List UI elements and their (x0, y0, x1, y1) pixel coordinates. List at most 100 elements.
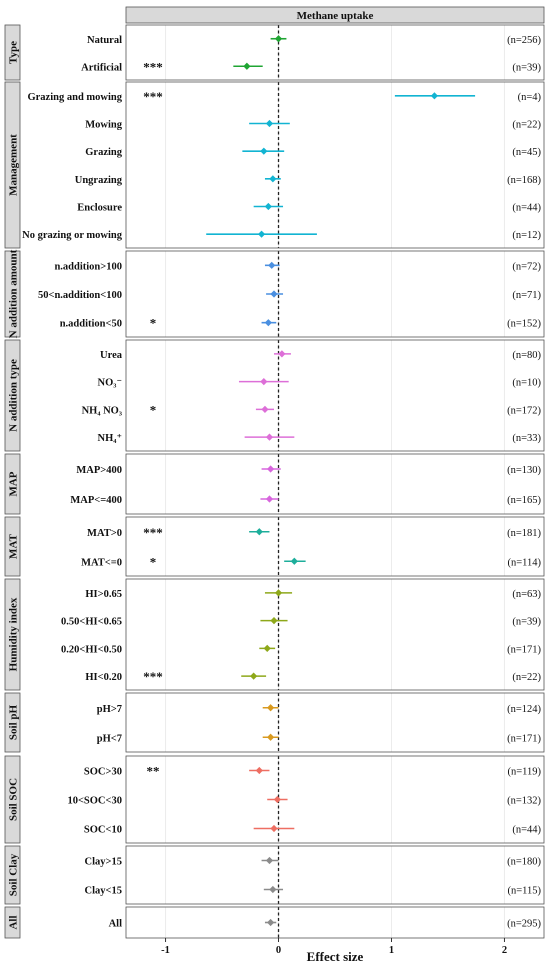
effect-size-point (273, 795, 281, 804)
effect-size-point (255, 766, 263, 775)
sample-size-label: (n=10) (512, 378, 541, 389)
forest-row: SOC<10 (n=44) (84, 825, 542, 836)
row-label: Mowing (85, 120, 123, 131)
sample-size-label: (n=39) (512, 62, 541, 73)
forest-row: Artificial *** (n=39) (81, 59, 541, 74)
forest-row: All (n=295) (109, 919, 542, 930)
sample-size-label: (n=44) (512, 825, 541, 836)
effect-size-point (269, 885, 277, 894)
effect-size-point (267, 733, 275, 741)
panel-type: Type Natural (n=256) Artificial *** (n=39) (4, 24, 545, 81)
group-strip (4, 906, 21, 939)
sample-size-label: (n=168) (507, 175, 541, 186)
effect-size-point (250, 672, 258, 680)
group-label: N addition type (8, 359, 20, 432)
forest-row: Urea (n=80) (100, 350, 541, 361)
effect-size-point (270, 290, 278, 298)
effect-size-point (274, 589, 283, 597)
row-label: SOC>30 (84, 767, 122, 778)
panel-soil-clay: Soil Clay Clay>15 (n=180) Clay<15 (n=115) (4, 845, 545, 905)
panel-mat: MAT MAT>0 *** (n=181) MAT<=0 * (n=114) (4, 516, 545, 577)
group-label: Type (8, 41, 20, 64)
group-strip (4, 250, 21, 338)
panel-n-addition-type: N addition type Urea (n=80) NO₃⁻ (n=10) NH₄ N… (4, 339, 545, 452)
panel-border (125, 453, 545, 515)
row-label: n.addition>100 (54, 261, 122, 272)
group-label: MAP (8, 471, 20, 496)
group-label: N addition amount (8, 249, 20, 338)
sample-size-label: (n=119) (507, 767, 541, 778)
group-label: MAT (8, 533, 20, 559)
effect-size-point (264, 202, 272, 211)
panel-background (126, 517, 544, 576)
sample-size-label: (n=180) (507, 857, 541, 868)
sample-size-label: (n=181) (507, 528, 541, 539)
effect-size-point (263, 644, 271, 652)
forest-row: HI>0.65 (n=63) (85, 589, 541, 600)
sample-size-label: (n=45) (512, 147, 541, 158)
effect-size-point (267, 704, 275, 712)
row-label: Natural (87, 35, 122, 46)
group-strip (4, 453, 21, 515)
panel-border (125, 692, 545, 753)
sample-size-label: (n=152) (507, 319, 541, 330)
x-axis-label: Effect size (307, 949, 364, 964)
panel-soil-soc: Soil SOC SOC>30 ** (n=119) 10<SOC<30 (n=132) S… (4, 755, 545, 844)
sample-size-label: (n=256) (507, 35, 541, 46)
forest-row: HI<0.20 *** (n=22) (85, 669, 541, 684)
significance-label: * (150, 554, 157, 569)
panel-border (125, 339, 545, 452)
panel-management: Management Grazing and mowing *** (n=4) Mowi… (4, 81, 545, 249)
forest-row: Ungrazing (n=168) (75, 175, 542, 186)
panel-border (125, 250, 545, 338)
panel-humidity-index: Humidity index HI>0.65 (n=63) 0.50<HI<0.65 (… (4, 578, 545, 691)
row-label: 0.20<HI<0.50 (61, 644, 122, 655)
panel-background (126, 25, 544, 80)
sample-size-label: (n=124) (507, 704, 541, 715)
effect-size-point (430, 92, 439, 100)
x-tick-label: 0 (276, 945, 281, 956)
sample-size-label: (n=130) (507, 465, 541, 476)
row-label: Grazing (85, 147, 122, 158)
effect-size-point (265, 856, 274, 865)
effect-size-point (264, 319, 272, 327)
sample-size-label: (n=72) (512, 261, 541, 272)
group-strip (4, 516, 21, 577)
row-label: Enclosure (77, 203, 122, 214)
sample-size-label: (n=22) (512, 672, 541, 683)
panel-border (125, 906, 545, 939)
panel-background (126, 846, 544, 904)
sample-size-label: (n=115) (507, 886, 541, 897)
significance-label: *** (143, 89, 163, 104)
row-label: pH>7 (97, 704, 122, 715)
effect-size-point (257, 230, 266, 238)
group-strip (4, 845, 21, 905)
row-label: HI<0.20 (85, 672, 122, 683)
group-label: Soil pH (8, 704, 20, 740)
panel-soil-ph: Soil pH pH>7 (n=124) pH<7 (n=171) (4, 692, 545, 753)
panel-background (126, 693, 544, 752)
group-strip (4, 692, 21, 753)
sample-size-label: (n=71) (512, 290, 541, 301)
group-strip (4, 81, 21, 249)
x-tick-label: 2 (502, 945, 507, 956)
row-label: 10<SOC<30 (67, 796, 122, 807)
effect-size-point (268, 261, 276, 269)
forest-row: n.addition<50 * (n=152) (60, 316, 542, 331)
sample-size-label: (n=171) (507, 733, 541, 744)
panel-border (125, 755, 545, 844)
x-axis: -1 0 1 2 (161, 938, 507, 956)
panel-background (126, 907, 544, 938)
row-label: SOC<10 (84, 825, 122, 836)
panel-all: All All (n=295) (4, 906, 545, 939)
forest-row: pH<7 (n=171) (97, 733, 542, 744)
effect-size-point (265, 119, 274, 128)
forest-row: Mowing (n=22) (85, 120, 541, 131)
panel-background (126, 82, 544, 248)
sample-size-label: (n=165) (507, 495, 541, 506)
row-label: Clay>15 (85, 857, 122, 868)
row-label: NH₄⁺ (98, 433, 122, 444)
significance-label: *** (143, 59, 163, 74)
